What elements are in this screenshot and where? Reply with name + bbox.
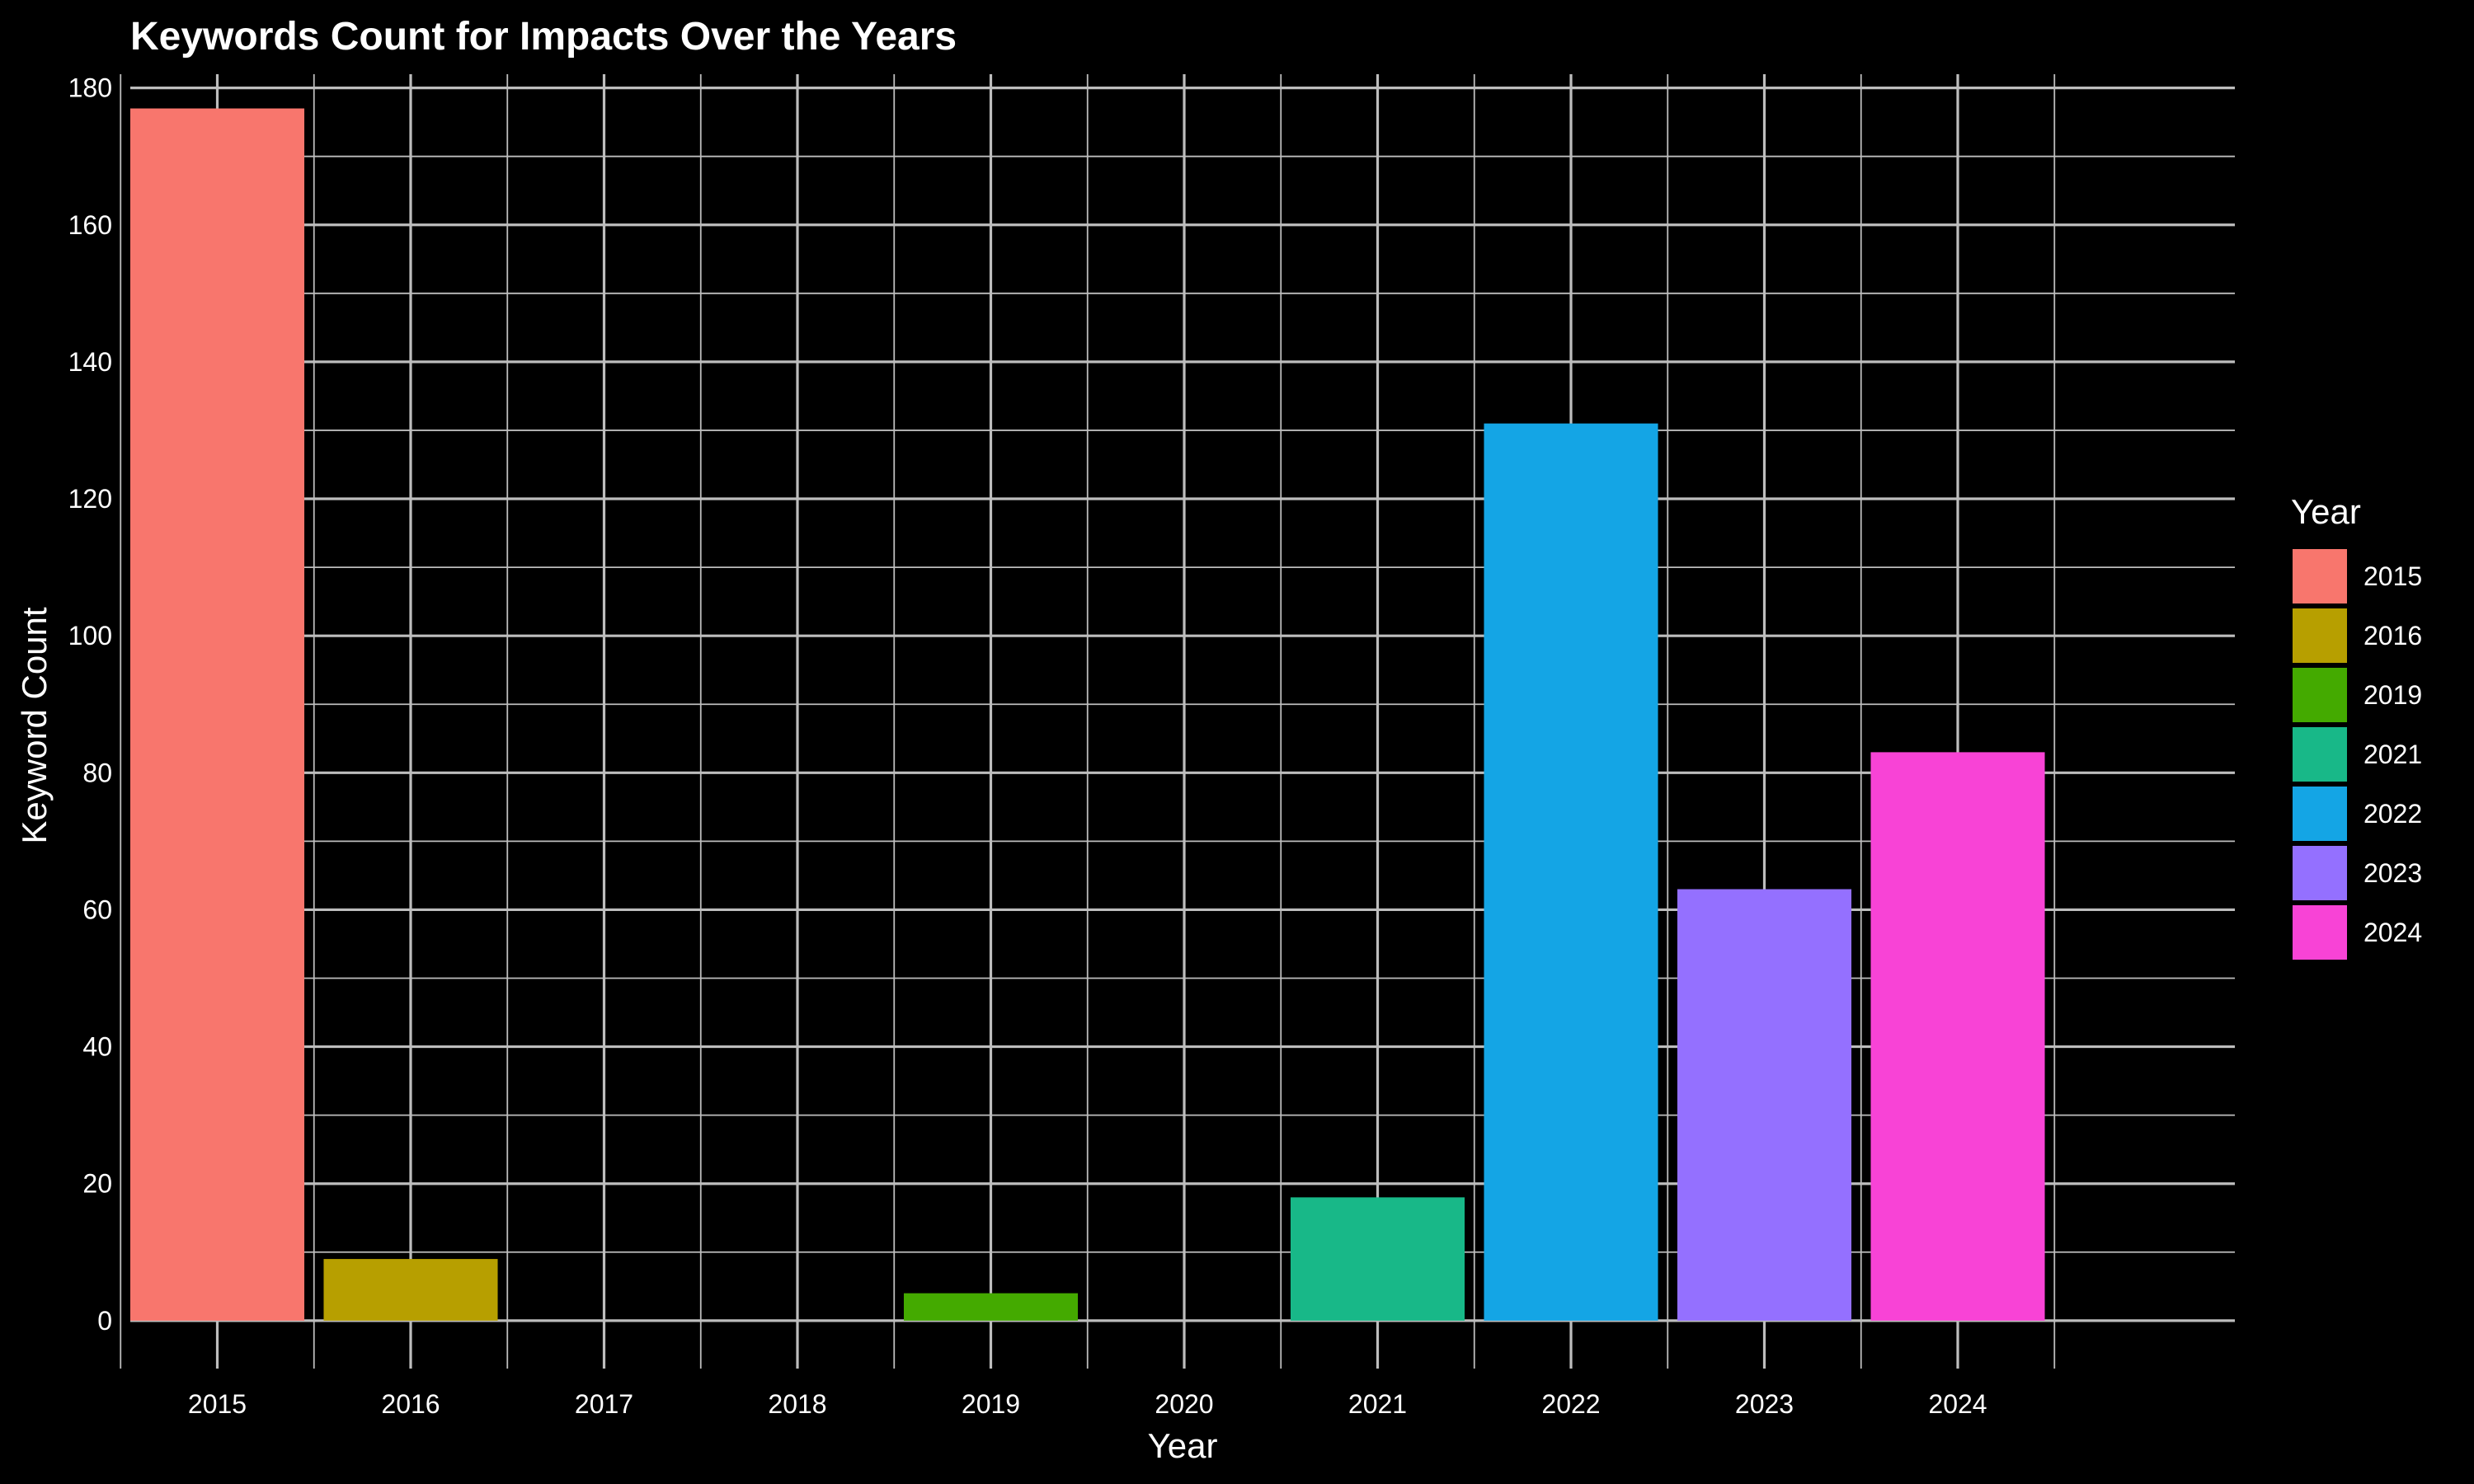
y-tick-label: 160 [68, 210, 112, 240]
x-tick-label: 2015 [188, 1389, 247, 1419]
legend-title: Year [2291, 492, 2361, 531]
x-tick-label: 2018 [768, 1389, 826, 1419]
x-tick-label: 2019 [962, 1389, 1020, 1419]
bar-2023 [1677, 889, 1852, 1321]
legend-key-2015 [2293, 549, 2347, 603]
bar-2022 [1484, 423, 1658, 1321]
y-tick-label: 120 [68, 484, 112, 514]
legend-label-2022: 2022 [2363, 799, 2422, 829]
x-axis-title: Year [1148, 1426, 1218, 1465]
legend-key-2021 [2293, 727, 2347, 782]
y-tick-label: 100 [68, 621, 112, 650]
legend: Year 2015 2016 2019 2021 2022 2023 2024 [2291, 492, 2422, 960]
legend-key-2016 [2293, 608, 2347, 663]
y-tick-label: 60 [82, 895, 112, 924]
y-axis-title: Keyword Count [15, 607, 54, 843]
bars [129, 108, 2045, 1321]
legend-key-2019 [2293, 668, 2347, 722]
x-tick-label: 2016 [381, 1389, 440, 1419]
x-tick-label: 2024 [1928, 1389, 1987, 1419]
x-tick-label: 2017 [575, 1389, 633, 1419]
legend-label-2016: 2016 [2363, 621, 2422, 650]
legend-label-2023: 2023 [2363, 858, 2422, 888]
legend-key-2023 [2293, 846, 2347, 900]
bar-2016 [323, 1259, 498, 1321]
bar-2015 [129, 108, 305, 1321]
x-tick-label: 2020 [1155, 1389, 1213, 1419]
bar-2019 [903, 1293, 1079, 1321]
legend-label-2024: 2024 [2363, 918, 2422, 947]
x-tick-label: 2022 [1541, 1389, 1600, 1419]
legend-label-2021: 2021 [2363, 740, 2422, 769]
legend-label-2019: 2019 [2363, 680, 2422, 710]
y-tick-label: 0 [97, 1306, 112, 1336]
legend-key-2022 [2293, 787, 2347, 841]
x-tick-label: 2023 [1735, 1389, 1794, 1419]
bar-2021 [1290, 1197, 1465, 1321]
y-tick-label: 80 [82, 758, 112, 787]
y-tick-labels: 0 20 40 60 80 100 120 140 160 180 [68, 73, 112, 1336]
grid-lines [120, 74, 2235, 1369]
y-tick-label: 40 [82, 1032, 112, 1062]
chart-title: Keywords Count for Impacts Over the Year… [130, 15, 957, 59]
legend-key-2024 [2293, 905, 2347, 960]
y-tick-label: 20 [82, 1169, 112, 1199]
y-tick-label: 140 [68, 347, 112, 377]
bar-2024 [1870, 752, 2045, 1321]
x-tick-label: 2021 [1348, 1389, 1407, 1419]
legend-label-2015: 2015 [2363, 561, 2422, 591]
y-tick-label: 180 [68, 73, 112, 103]
x-tick-labels: 2015 2016 2017 2018 2019 2020 2021 2022 2023 2024 [188, 1389, 1987, 1419]
